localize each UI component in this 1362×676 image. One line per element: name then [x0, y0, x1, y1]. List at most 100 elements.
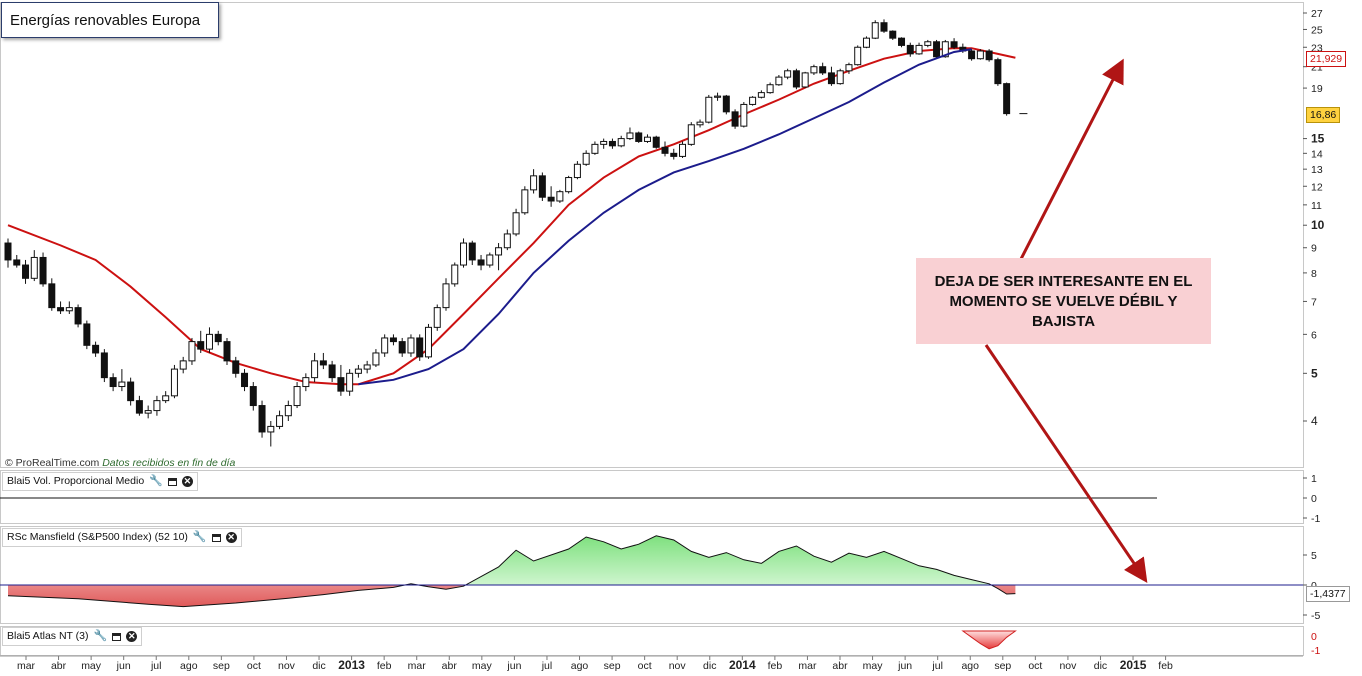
candle-body [30, 256, 38, 279]
x-tick-label: may [81, 660, 102, 671]
candle-body [617, 138, 625, 147]
window-icon[interactable] [112, 632, 122, 641]
candle-body [354, 368, 362, 374]
panel-label-mansfield[interactable]: RSc Mansfield (S&P500 Index) (52 10) 🔧 ✕ [2, 528, 242, 547]
candle-body [889, 30, 897, 39]
x-tick-label: jul [931, 660, 943, 671]
candle-body [381, 337, 389, 354]
candle-body [836, 70, 844, 85]
panel-frame [0, 626, 1304, 656]
y-tick-label: 7 [1311, 296, 1317, 308]
candle-body [83, 323, 91, 346]
volume-tick-label: 0 [1311, 493, 1317, 505]
x-tick-label: mar [408, 660, 427, 671]
candle-body [127, 381, 135, 402]
mansfield-tick-label: -5 [1311, 610, 1320, 622]
candle-body [153, 400, 161, 412]
y-tick-label: 25 [1311, 24, 1323, 36]
candle-body [547, 196, 555, 202]
candle-body [696, 121, 704, 126]
x-tick-label: 2013 [338, 658, 365, 671]
candle-body [363, 364, 371, 370]
wrench-icon[interactable]: 🔧 [149, 475, 163, 487]
window-icon[interactable] [167, 477, 177, 486]
x-tick-label: oct [638, 660, 652, 671]
wrench-icon[interactable]: 🔧 [93, 630, 108, 642]
y-tick-label: 4 [1311, 414, 1318, 428]
candle-body [232, 360, 240, 374]
candle-body [854, 46, 862, 66]
candle-body [477, 259, 485, 266]
candle-body [249, 386, 257, 407]
candle-body [810, 66, 818, 74]
y-tick-label: 13 [1311, 164, 1323, 176]
close-icon[interactable]: ✕ [225, 532, 237, 543]
candle-body [643, 136, 651, 142]
candle-body [976, 50, 984, 60]
y-tick-label: 5 [1311, 366, 1318, 380]
candle-body [486, 254, 494, 266]
candle-body [705, 96, 713, 123]
candle-body [994, 59, 1002, 85]
x-tick-label: jun [116, 660, 131, 671]
candle-body [100, 352, 108, 379]
candle-body [880, 22, 888, 32]
panel-label-volume[interactable]: Blai5 Vol. Proporcional Medio 🔧 ✕ [2, 472, 198, 491]
x-tick-label: dic [703, 660, 716, 671]
candle-body [337, 377, 345, 392]
candle-body [670, 152, 678, 157]
candle-body [968, 50, 976, 60]
atlas-tick-label: 0 [1311, 631, 1317, 643]
credit-brand: © ProRealTime.com [5, 457, 100, 469]
candle-body [775, 76, 783, 86]
x-tick-label: dic [312, 660, 325, 671]
atlas-tick-label: -1 [1311, 645, 1320, 657]
x-tick-label: jul [150, 660, 162, 671]
last-price-tag: 16,86 [1306, 107, 1341, 123]
candle-body [74, 307, 82, 325]
x-tick-label: 2015 [1120, 658, 1147, 671]
candle-body [495, 247, 503, 256]
candle-body [591, 143, 599, 154]
candle-body [749, 96, 757, 105]
candle-body [941, 41, 949, 58]
window-icon[interactable] [211, 533, 221, 542]
annotation-box: DEJA DE SER INTERESANTE EN EL MOMENTO SE… [916, 258, 1211, 344]
volume-tick-label: 1 [1311, 473, 1317, 485]
arrow-up [1019, 58, 1124, 260]
candle-body [915, 44, 923, 55]
candle-body [205, 333, 213, 350]
candle-body [179, 360, 187, 370]
close-icon[interactable]: ✕ [126, 631, 138, 642]
x-tick-label: oct [1028, 660, 1042, 671]
close-icon[interactable]: ✕ [181, 476, 193, 487]
panel-frame [0, 470, 1304, 524]
y-tick-label: 27 [1311, 8, 1323, 20]
x-tick-label: dic [1094, 660, 1107, 671]
wrench-icon[interactable]: 🔧 [192, 531, 207, 543]
atlas-area [961, 630, 1017, 650]
candle-body [92, 344, 100, 354]
y-tick-label: 6 [1311, 329, 1317, 341]
candle-body [521, 189, 529, 214]
candle-body [170, 368, 178, 397]
candle-body [13, 259, 21, 266]
candle-body [416, 337, 424, 358]
x-tick-label: abr [51, 660, 67, 671]
credit-note: Datos recibidos en fin de día [102, 457, 236, 469]
x-tick-label: may [472, 660, 493, 671]
ma-blue-line [358, 48, 972, 386]
candle-body [985, 50, 993, 61]
candle-body [118, 381, 126, 388]
candle-body [389, 337, 397, 343]
chart-title: Energías renovables Europa [1, 2, 219, 38]
candle-body [258, 405, 266, 433]
x-tick-label: feb [1158, 660, 1173, 671]
candle-body [346, 372, 354, 392]
candle-body [906, 44, 914, 55]
panel-label-atlas[interactable]: Blai5 Atlas NT (3) 🔧 ✕ [2, 627, 143, 646]
candle-body [162, 395, 170, 402]
x-tick-label: nov [1059, 660, 1077, 671]
candle-body [22, 264, 30, 279]
candle-body [451, 264, 459, 285]
